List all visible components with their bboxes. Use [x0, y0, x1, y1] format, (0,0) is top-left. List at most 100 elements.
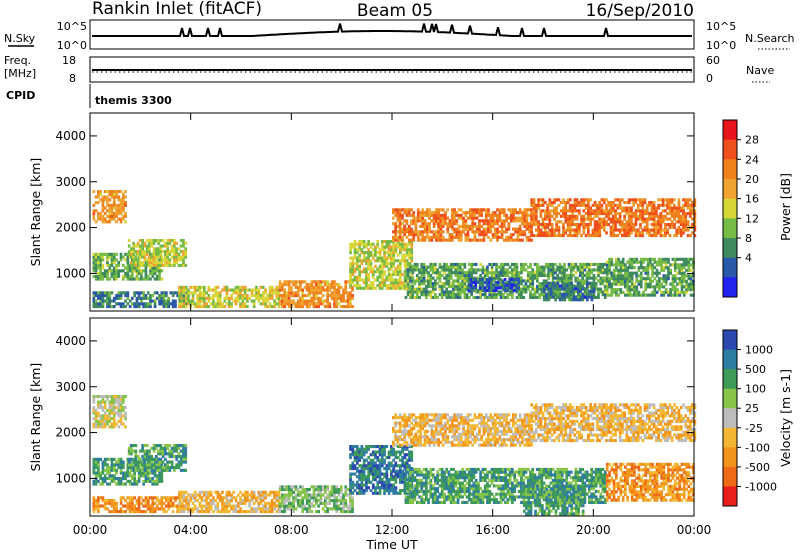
colorbar-swatch — [723, 277, 737, 298]
heatmap-cell — [574, 287, 578, 291]
heatmap-cell — [426, 227, 429, 231]
heatmap-cell — [671, 279, 675, 283]
heatmap-cell — [541, 220, 545, 224]
heatmap-cell — [463, 287, 467, 291]
heatmap-cell — [145, 250, 149, 254]
heatmap-cell — [630, 271, 634, 275]
heatmap-cell — [565, 287, 569, 291]
heatmap-cell — [119, 217, 123, 221]
heatmap-cell — [248, 288, 251, 292]
heatmap-cell — [536, 268, 539, 272]
heatmap-cell — [482, 208, 486, 212]
heatmap-cell — [410, 213, 413, 217]
heatmap-cell — [227, 302, 231, 306]
heatmap-cell — [464, 224, 468, 228]
heatmap-cell — [209, 296, 213, 300]
heatmap-cell — [106, 201, 109, 205]
heatmap-cell — [283, 288, 286, 292]
heatmap-cell — [507, 222, 511, 226]
heatmap-cell — [633, 293, 636, 297]
heatmap-cell — [387, 253, 391, 257]
heatmap-cell — [146, 291, 150, 295]
heatmap-cell — [574, 284, 578, 288]
heatmap-cell — [648, 203, 651, 207]
heatmap-cell — [149, 266, 152, 270]
heatmap-cell — [549, 287, 553, 291]
heatmap-cell — [394, 227, 397, 231]
heatmap-cell — [131, 507, 134, 511]
heatmap-cell — [416, 230, 420, 234]
heatmap-cell — [593, 203, 597, 207]
heatmap-cell — [94, 305, 98, 309]
heatmap-cell — [525, 208, 529, 212]
heatmap-cell — [396, 219, 400, 223]
heatmap-cell — [534, 234, 538, 238]
heatmap-cell — [664, 214, 667, 218]
heatmap-cell — [212, 305, 215, 309]
heatmap-cell — [527, 224, 531, 228]
heatmap-cell — [455, 222, 459, 226]
heatmap-cell — [399, 251, 402, 255]
heatmap-cell — [554, 281, 557, 285]
heatmap-cell — [246, 299, 249, 303]
heatmap-cell — [146, 302, 150, 306]
heatmap-cell — [252, 302, 256, 306]
heatmap-cell — [673, 198, 676, 202]
heatmap-cell — [644, 268, 648, 272]
heatmap-cell — [321, 285, 325, 289]
heatmap-cell — [584, 212, 588, 216]
heatmap-cell — [99, 277, 102, 281]
heatmap-cell — [101, 296, 105, 300]
heatmap-cell — [164, 263, 167, 267]
heatmap-cell — [112, 474, 116, 478]
heatmap-cell — [477, 268, 480, 272]
heatmap-cell — [573, 214, 577, 218]
heatmap-cell — [522, 295, 526, 299]
heatmap-cell — [542, 268, 546, 272]
heatmap-cell — [557, 228, 561, 232]
heatmap-cell — [619, 263, 623, 267]
heatmap-cell — [641, 220, 645, 224]
heatmap-cell — [392, 242, 395, 246]
heatmap-cell — [495, 293, 498, 297]
heatmap-cell — [151, 507, 155, 511]
heatmap-cell — [146, 474, 150, 478]
heatmap-cell — [128, 501, 132, 505]
heatmap-cell — [440, 268, 444, 272]
heatmap-cell — [456, 284, 460, 288]
heatmap-cell — [387, 270, 391, 274]
heatmap-cell — [270, 296, 274, 300]
heatmap-cell — [621, 268, 625, 272]
heatmap-cell — [441, 216, 445, 220]
heatmap-cell — [570, 298, 573, 302]
heatmap-cell — [133, 510, 136, 514]
heatmap-cell — [639, 274, 643, 278]
heatmap-cell — [287, 288, 291, 292]
heatmap-cell — [431, 262, 435, 266]
heatmap-cell — [275, 294, 279, 298]
heatmap-cell — [518, 216, 522, 220]
heatmap-cell — [353, 253, 357, 257]
heatmap-cell — [621, 223, 624, 227]
heatmap-cell — [615, 290, 618, 294]
freq-tick-top: 18 — [62, 54, 76, 67]
heatmap-cell — [465, 284, 469, 288]
heatmap-cell — [162, 291, 166, 295]
heatmap-cell — [230, 288, 233, 292]
heatmap-cell — [358, 286, 361, 290]
heatmap-cell — [416, 238, 420, 242]
heatmap-cell — [337, 296, 341, 300]
heatmap-cell — [575, 198, 579, 202]
heatmap-cell — [487, 283, 491, 287]
heatmap-cell — [562, 212, 565, 216]
heatmap-cell — [112, 422, 116, 426]
heatmap-cell — [483, 280, 487, 284]
heatmap-cell — [170, 452, 174, 456]
heatmap-cell — [141, 455, 144, 459]
heatmap-cell — [584, 223, 588, 227]
heatmap-cell — [243, 294, 247, 298]
heatmap-cell — [133, 277, 136, 281]
colorbar-swatch — [723, 179, 737, 200]
heatmap-cell — [106, 419, 109, 423]
heatmap-cell — [330, 283, 334, 287]
